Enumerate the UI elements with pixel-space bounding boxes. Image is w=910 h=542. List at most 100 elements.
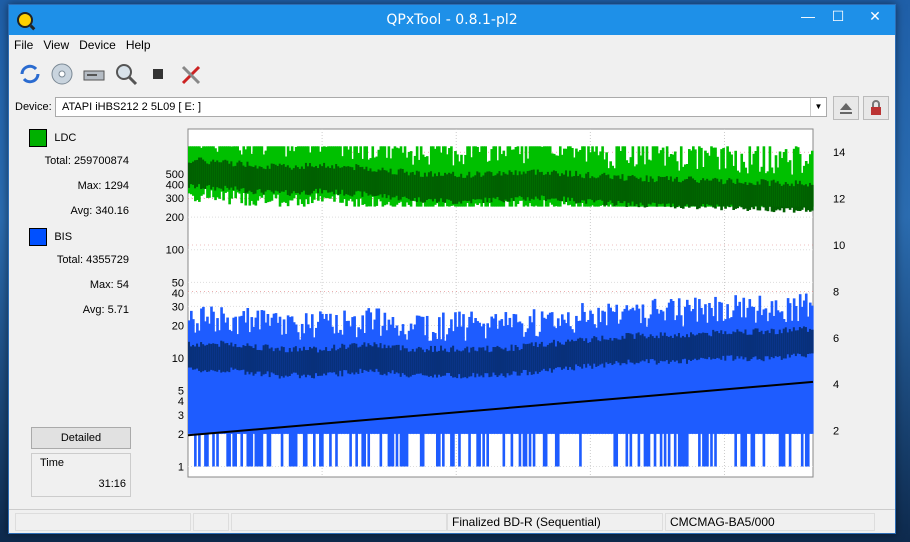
bis-bar [331, 326, 334, 434]
bis-bar [647, 318, 651, 467]
ldc-core-bar [597, 177, 600, 201]
ldc-core-bar [681, 180, 685, 209]
maximize-button[interactable]: ☐ [831, 8, 845, 24]
bis-core-bar [595, 337, 598, 367]
bis-core-bar [456, 349, 459, 379]
ldc-bar [431, 146, 435, 207]
ldc-core-bar [669, 176, 673, 208]
bis-bar [530, 322, 534, 434]
bis-max: Max: 54 [17, 279, 129, 291]
ldc-core-bar [250, 166, 254, 193]
bis-bar [808, 302, 812, 434]
ldc-core-bar [278, 163, 282, 193]
menu-device[interactable]: Device [79, 38, 116, 52]
bis-core-bar [460, 351, 463, 379]
bis-core-bar [645, 338, 649, 360]
bis-core-bar [190, 346, 193, 368]
eject-button[interactable] [833, 96, 859, 120]
bis-core-bar [387, 345, 391, 372]
scan-chart[interactable]: 5 GB10 GB15 GB20 GB123451020304050100200… [137, 123, 887, 494]
bis-core-bar [435, 351, 439, 378]
close-button[interactable]: ✕ [869, 8, 881, 24]
bis-legend[interactable]: BIS [29, 228, 72, 246]
bis-core-bar [222, 341, 225, 372]
bis-color-swatch[interactable] [29, 228, 47, 246]
bis-core-bar [744, 329, 748, 358]
ldc-bar [782, 152, 786, 207]
device-select[interactable]: ATAPI iHBS212 2 5L09 [ E: ] ▼ [55, 97, 827, 117]
ldc-core-bar [302, 168, 306, 191]
ldc-bar [419, 146, 423, 207]
bis-bar [532, 309, 536, 467]
bis-core-bar [510, 344, 514, 375]
ldc-core-bar [214, 161, 217, 191]
bis-core-bar [478, 347, 481, 377]
bis-core-bar [440, 345, 443, 377]
bis-bar [512, 313, 516, 434]
bis-bar [466, 327, 469, 434]
bis-bar [381, 325, 385, 434]
detailed-button[interactable]: Detailed [31, 427, 131, 449]
bis-core-bar [800, 328, 804, 357]
bis-core-bar [796, 330, 800, 354]
stop-icon[interactable] [145, 61, 171, 87]
tools-icon[interactable] [179, 61, 205, 87]
bis-bar [448, 328, 451, 434]
title-bar[interactable]: QPxTool - 0.8.1-pl2 — ☐ ✕ [9, 5, 895, 35]
bis-bar [212, 311, 215, 467]
bis-core-bar [204, 345, 207, 371]
bis-bar [637, 308, 641, 467]
ldc-color-swatch[interactable] [29, 129, 47, 147]
ldc-core-bar [798, 180, 802, 212]
drive-icon[interactable] [81, 61, 107, 87]
chevron-down-icon[interactable]: ▼ [810, 98, 826, 116]
bis-bar [780, 311, 784, 467]
bis-bar [669, 299, 673, 434]
bis-core-bar [347, 347, 350, 374]
ldc-core-bar [704, 180, 707, 208]
ldc-legend[interactable]: LDC [29, 129, 76, 147]
ldc-core-bar [554, 171, 558, 199]
bis-core-bar [750, 334, 754, 360]
menu-help[interactable]: Help [125, 38, 151, 52]
bis-core-bar [530, 342, 534, 375]
bis-core-bar [563, 344, 566, 369]
bis-core-bar [694, 335, 697, 359]
bis-core-bar [206, 344, 209, 372]
lock-button[interactable] [863, 96, 889, 120]
menu-file[interactable]: File [14, 38, 34, 52]
bis-bar [675, 315, 679, 434]
bis-core-bar [504, 347, 508, 378]
ldc-core-bar [284, 166, 288, 191]
bis-core-bar [526, 343, 530, 376]
ldc-bar [726, 146, 729, 207]
bis-core-bar [690, 332, 693, 361]
scan-icon[interactable] [113, 61, 139, 87]
ldc-core-bar [762, 179, 766, 208]
bis-bar [417, 315, 421, 434]
y-left-tick-label: 10 [172, 353, 184, 365]
bis-core-bar [450, 347, 453, 377]
bis-bar [488, 327, 492, 434]
ldc-total-label: Total: [44, 155, 71, 167]
ldc-core-bar [679, 182, 683, 209]
bis-bar [393, 327, 397, 434]
ldc-core-bar [778, 183, 782, 211]
bis-bar [609, 307, 612, 434]
bis-bar [407, 330, 411, 434]
ldc-core-bar [611, 179, 615, 203]
menu-view[interactable]: View [43, 38, 70, 52]
bis-bar [208, 323, 211, 434]
y-right-tick-label: 6 [833, 333, 839, 345]
minimize-button[interactable]: — [801, 8, 815, 24]
bis-bar [252, 326, 256, 434]
bis-core-bar [587, 342, 590, 364]
disc-icon[interactable] [49, 61, 75, 87]
bis-core-bar [679, 337, 683, 364]
bis-bar [196, 323, 199, 434]
refresh-icon[interactable] [17, 61, 43, 87]
ldc-core-bar [514, 170, 518, 198]
ldc-core-bar [603, 172, 606, 206]
bis-core-bar [742, 333, 746, 360]
bis-bar [216, 318, 219, 467]
